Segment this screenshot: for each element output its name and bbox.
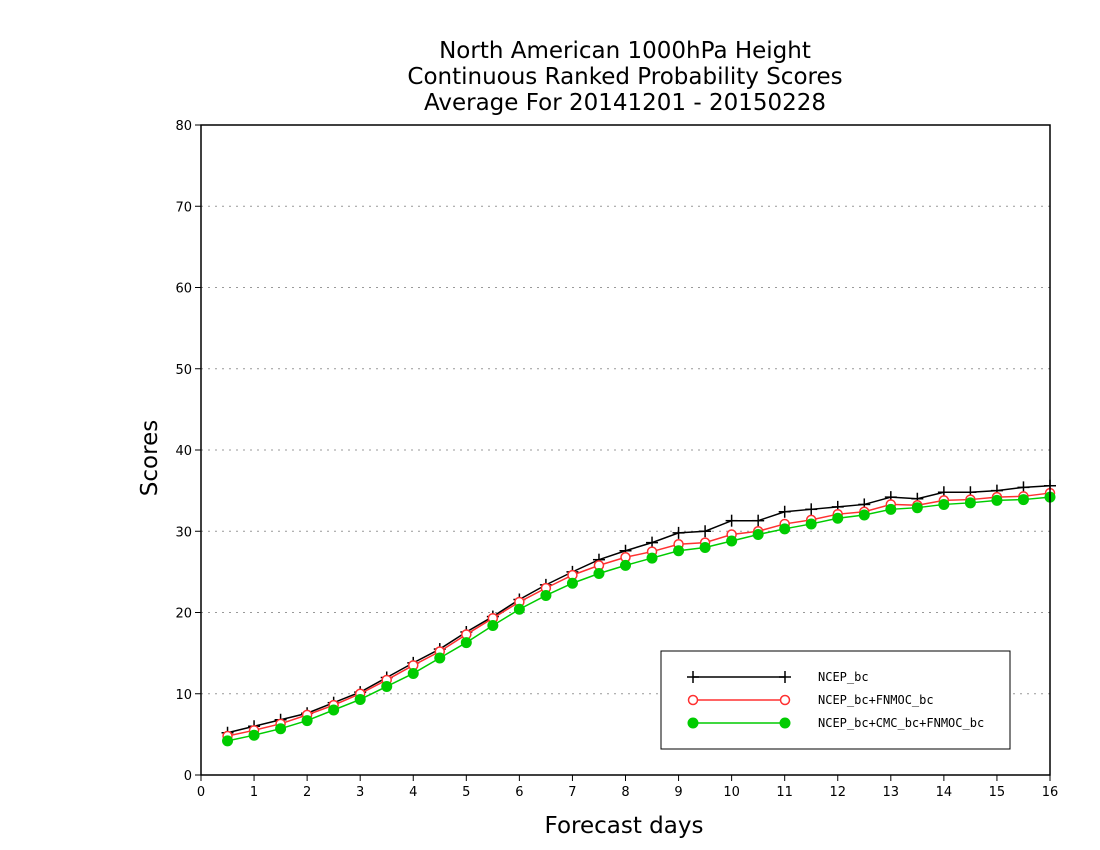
data-point-s3-15 <box>620 559 631 571</box>
data-point-s3-20 <box>752 529 764 540</box>
y-tick-label-60: 60 <box>175 282 192 297</box>
legend-item-1: NCEP_bc <box>687 670 869 684</box>
data-point-s1-21 <box>778 505 791 518</box>
y-axis: 0 10 20 30 40 50 60 70 80 <box>175 119 201 784</box>
data-point-s3-12 <box>540 589 552 601</box>
series-3 <box>222 491 1056 747</box>
legend-marker-end-3 <box>779 717 791 729</box>
data-point-s3-5 <box>354 693 366 705</box>
data-point-s3-28 <box>964 497 976 509</box>
legend-marker-start-3 <box>687 717 699 729</box>
chart-title-line-3: Average For 20141201 - 20150228 <box>424 90 826 116</box>
x-tick-label-8: 8 <box>621 785 629 800</box>
x-tick-label-4: 4 <box>409 785 417 800</box>
data-point-s3-1 <box>248 729 260 741</box>
data-point-s3-9 <box>460 637 472 649</box>
data-point-s3-25 <box>885 503 897 515</box>
data-point-s3-16 <box>646 552 658 564</box>
x-tick-label-5: 5 <box>462 785 470 800</box>
data-point-s1-18 <box>699 525 712 538</box>
data-point-s3-18 <box>699 542 711 553</box>
data-point-s3-7 <box>407 667 419 679</box>
data-point-s3-2 <box>275 723 287 735</box>
x-tick-label-11: 11 <box>776 785 793 800</box>
legend: NCEP_bc NCEP_bc+FNMOC_bc NCEP_bc+CMC_bc+FN… <box>660 650 1011 750</box>
data-point-s3-4 <box>328 704 340 716</box>
legend-marker-end-1 <box>779 671 791 683</box>
data-point-s3-13 <box>566 577 578 589</box>
data-point-s3-14 <box>593 568 605 579</box>
x-tick-label-12: 12 <box>829 785 846 800</box>
data-point-s3-19 <box>726 535 738 547</box>
legend-marker-start-2 <box>687 694 699 706</box>
x-tick-label-3: 3 <box>356 785 364 800</box>
y-tick-label-20: 20 <box>175 607 192 622</box>
chart-title-line-1: North American 1000hPa Height <box>439 38 811 64</box>
data-point-s3-10 <box>487 620 499 631</box>
data-point-s3-30 <box>1017 494 1029 506</box>
data-point-s3-17 <box>673 545 685 557</box>
data-point-s1-17 <box>672 526 685 539</box>
data-point-s3-29 <box>991 494 1003 506</box>
y-tick-label-70: 70 <box>175 200 192 215</box>
x-tick-label-16: 16 <box>1042 785 1059 800</box>
series-group <box>221 479 1056 747</box>
data-point-s1-20 <box>752 514 765 527</box>
y-tick-label-30: 30 <box>175 525 192 540</box>
legend-item-2: NCEP_bc+FNMOC_bc <box>687 693 934 707</box>
data-point-s1-19 <box>725 514 738 527</box>
chart-title-line-2: Continuous Ranked Probability Scores <box>407 64 842 90</box>
data-point-s3-11 <box>513 603 525 615</box>
data-point-s3-21 <box>779 523 791 535</box>
y-tick-label-50: 50 <box>175 363 192 378</box>
data-point-s3-22 <box>805 518 817 530</box>
data-point-s3-8 <box>434 652 446 664</box>
data-point-s3-6 <box>381 680 393 692</box>
chart-title: North American 1000hPa HeightContinuous … <box>407 38 842 116</box>
data-point-s1-22 <box>805 503 818 516</box>
x-tick-label-13: 13 <box>883 785 900 800</box>
x-tick-label-6: 6 <box>515 785 523 800</box>
legend-label-1: NCEP_bc <box>818 670 869 684</box>
y-tick-label-10: 10 <box>175 688 192 703</box>
x-tick-label-9: 9 <box>674 785 682 800</box>
data-point-s3-24 <box>858 509 870 521</box>
data-point-s3-26 <box>911 502 923 514</box>
x-tick-label-10: 10 <box>723 785 740 800</box>
y-tick-label-0: 0 <box>184 769 192 784</box>
data-point-s3-23 <box>832 512 844 524</box>
x-tick-label-2: 2 <box>303 785 311 800</box>
legend-item-3: NCEP_bc+CMC_bc+FNMOC_bc <box>687 716 984 730</box>
data-point-s3-27 <box>938 498 950 510</box>
grid <box>201 205 1050 695</box>
data-point-s3-3 <box>301 715 313 727</box>
data-point-s3-0 <box>222 735 234 747</box>
x-tick-label-0: 0 <box>197 785 205 800</box>
x-axis-title: Forecast days <box>545 813 704 839</box>
legend-marker-start-1 <box>687 671 699 683</box>
y-axis-title: Scores <box>137 420 163 496</box>
x-tick-label-7: 7 <box>568 785 576 800</box>
legend-label-2: NCEP_bc+FNMOC_bc <box>818 693 934 707</box>
y-tick-label-80: 80 <box>175 119 192 134</box>
x-tick-label-14: 14 <box>936 785 953 800</box>
legend-marker-end-2 <box>779 694 791 706</box>
y-tick-label-40: 40 <box>175 444 192 459</box>
plot-frame <box>200 124 1051 776</box>
x-axis: 0 1 2 3 4 5 6 7 8 9 10 11 12 13 14 15 16 <box>197 775 1058 800</box>
x-tick-label-1: 1 <box>250 785 258 800</box>
x-tick-label-15: 15 <box>989 785 1006 800</box>
legend-label-3: NCEP_bc+CMC_bc+FNMOC_bc <box>818 716 984 730</box>
